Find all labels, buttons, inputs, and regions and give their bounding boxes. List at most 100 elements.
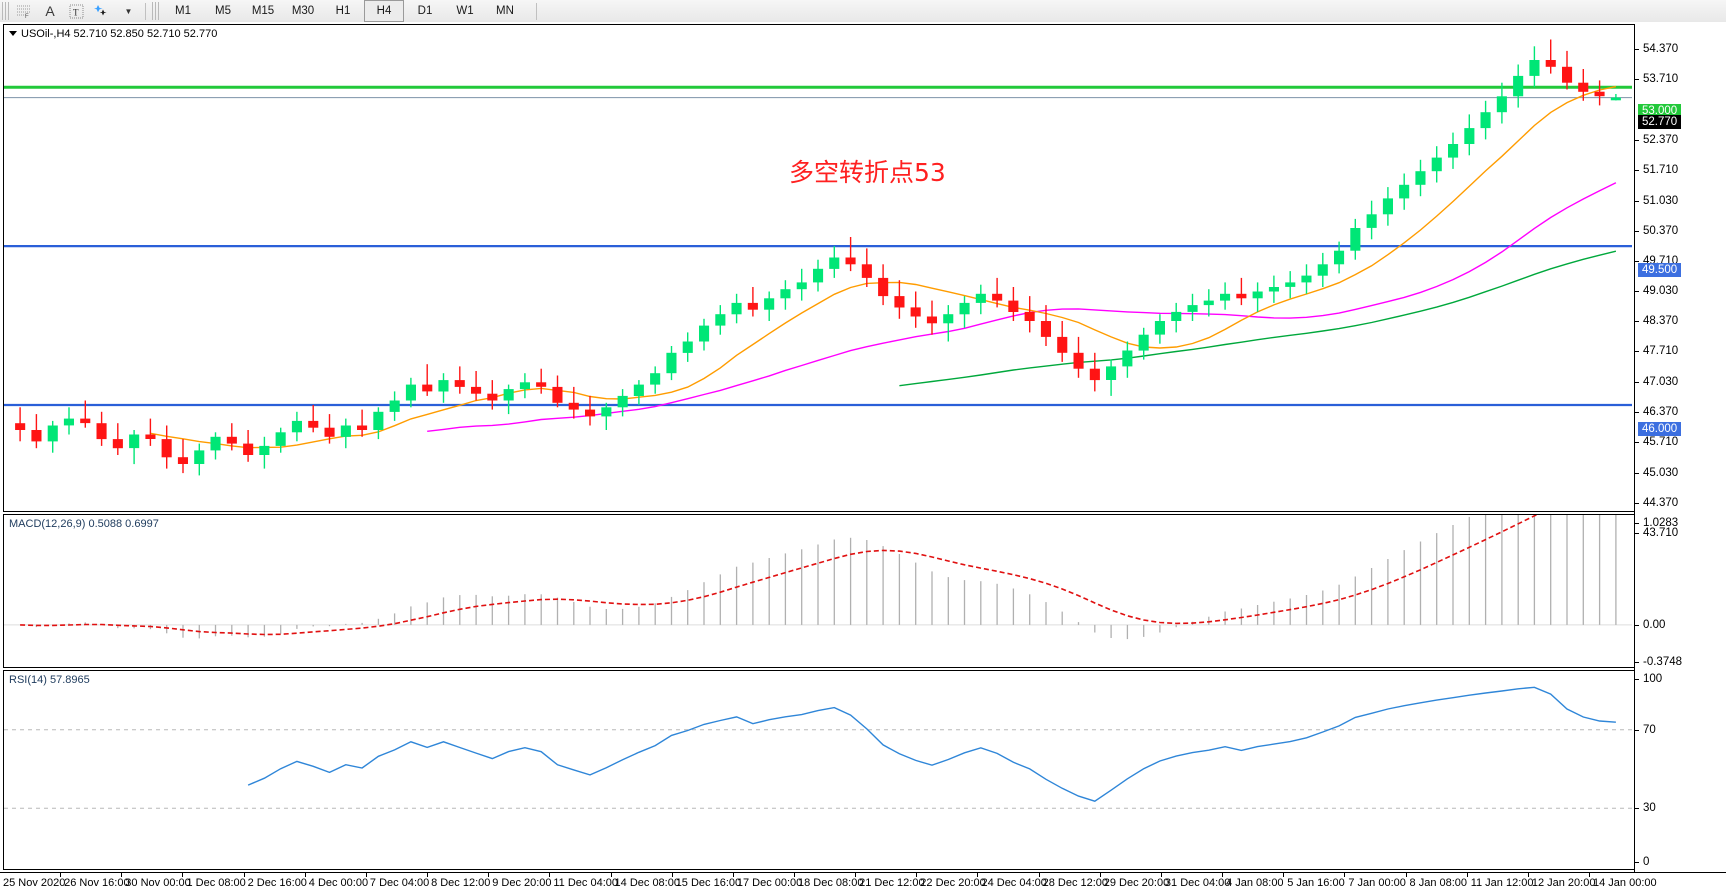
time-tick xyxy=(855,873,857,877)
macd-label: MACD(12,26,9) 0.5088 0.6997 xyxy=(9,518,159,530)
time-tick xyxy=(671,873,673,877)
time-tick xyxy=(916,873,918,877)
price-tick-51.71: 51.710 xyxy=(1643,163,1679,176)
time-tick xyxy=(610,873,612,877)
support-mid-chip[interactable]: 49.500 xyxy=(1638,263,1682,278)
timeframe-w1[interactable]: W1 xyxy=(456,5,474,17)
price-tick-45.71: 45.710 xyxy=(1643,436,1679,449)
time-label: 24 Dec 04:00 xyxy=(981,877,1047,889)
price-tick-43.71: 43.710 xyxy=(1643,527,1679,539)
price-axis[interactable]: 54.370 53.710 52.370 51.710 51.030 50.370 49.7… xyxy=(1634,43,1726,894)
axis-tick xyxy=(1634,382,1639,384)
time-label: 29 Dec 20:00 xyxy=(1103,877,1170,889)
time-tick xyxy=(1589,873,1590,877)
axis-tick xyxy=(1634,533,1639,534)
axis-divider xyxy=(1634,46,1635,894)
price-tick-44.37: 44.370 xyxy=(1643,497,1679,510)
time-label: 17 Dec 00:00 xyxy=(736,877,803,889)
axis-tick xyxy=(1634,808,1639,810)
price-tick-47.71: 47.710 xyxy=(1643,345,1679,358)
axis-tick xyxy=(1634,291,1639,293)
price-tick-50.37: 50.370 xyxy=(1643,224,1679,237)
time-label: 26 Nov 16:00 xyxy=(64,877,130,889)
timeframe-mn[interactable]: MN xyxy=(496,5,514,17)
timeframe-d1[interactable]: D1 xyxy=(417,5,433,17)
rsi-pane[interactable]: RSI(14) 57.8965 xyxy=(3,670,1635,870)
toolbar-divider-2 xyxy=(536,2,537,20)
axis-tick xyxy=(1634,169,1639,171)
time-axis[interactable]: 25 Nov 2020 26 Nov 16:00 30 Nov 00:00 1 Dec… xyxy=(0,872,1726,895)
axis-tick xyxy=(1634,523,1639,524)
price-tick-45.03: 45.030 xyxy=(1643,467,1679,480)
timeframe-h4[interactable]: H4 xyxy=(364,0,404,22)
time-label: 31 Dec 04:00 xyxy=(1164,877,1231,889)
timeframe-m5[interactable]: M5 xyxy=(215,5,231,17)
axis-tick xyxy=(1634,503,1639,505)
axis-tick xyxy=(1634,412,1639,414)
axis-tick xyxy=(1634,49,1639,50)
rsi-tick-70: 70 xyxy=(1643,723,1656,736)
main-toolbar: F A T ▼ M1 M5 M15 M30 H1 H4 D1 W1 MN xyxy=(0,0,1726,23)
price-tick-54.37: 54.370 xyxy=(1643,43,1679,55)
svg-text:F: F xyxy=(25,14,29,19)
timeframe-m15[interactable]: M15 xyxy=(251,5,275,17)
price-tick-52.37: 52.370 xyxy=(1643,133,1679,146)
price-pane[interactable]: USOil-,H4 52.710 52.850 52.710 52.770 多空… xyxy=(3,24,1635,512)
timeframe-group: M1 M5 M15 M30 H1 H4 D1 W1 MN xyxy=(164,0,524,22)
price-tick-48.37: 48.370 xyxy=(1643,315,1679,328)
chevron-down-icon[interactable]: ▼ xyxy=(124,6,133,16)
axis-tick xyxy=(1634,473,1639,475)
rsi-tick-30: 30 xyxy=(1643,802,1656,815)
time-label: 9 Dec 20:00 xyxy=(492,877,552,889)
time-tick xyxy=(1283,873,1285,877)
axis-tick xyxy=(1634,230,1639,232)
rsi-plot xyxy=(4,686,1632,809)
chart-canvas[interactable]: USOil-,H4 52.710 52.850 52.710 52.770 多空… xyxy=(0,22,1726,894)
crosshair-icon[interactable]: F xyxy=(11,1,37,21)
time-tick xyxy=(1466,873,1468,877)
time-tick xyxy=(1038,873,1040,877)
time-tick xyxy=(1527,873,1529,877)
time-tick xyxy=(60,873,62,877)
time-label: 11 Jan 12:00 xyxy=(1470,877,1534,889)
svg-text:T: T xyxy=(73,7,79,17)
objects-icon[interactable] xyxy=(89,1,115,21)
time-label: 30 Nov 00:00 xyxy=(125,877,191,889)
time-label: 2 Dec 16:00 xyxy=(247,877,307,889)
price-plot xyxy=(4,39,1632,476)
last-price-chip[interactable]: 52.770 xyxy=(1638,114,1682,129)
time-label: 5 Jan 16:00 xyxy=(1287,877,1345,889)
toolbar-grip-2[interactable] xyxy=(152,2,160,20)
time-tick xyxy=(243,873,245,877)
time-tick xyxy=(794,873,795,877)
macd-plot xyxy=(4,515,1632,640)
time-label: 1 Dec 08:00 xyxy=(186,877,246,889)
time-tick xyxy=(1344,873,1346,877)
time-label: 15 Dec 16:00 xyxy=(675,877,742,889)
toolbar-grip-1[interactable] xyxy=(2,2,10,20)
text-box-icon[interactable]: T xyxy=(63,1,89,21)
pane-dropdown-icon[interactable] xyxy=(9,30,17,36)
rsi-tick-0: 0 xyxy=(1643,856,1650,868)
axis-tick xyxy=(1634,679,1639,680)
time-tick xyxy=(1222,873,1224,877)
axis-tick xyxy=(1634,662,1639,663)
timeframe-h1[interactable]: H1 xyxy=(335,5,351,17)
time-tick xyxy=(1160,873,1162,877)
axis-tick xyxy=(1634,729,1639,731)
macd-pane[interactable]: MACD(12,26,9) 0.5088 0.6997 xyxy=(3,514,1635,668)
text-label-icon[interactable]: A xyxy=(45,3,55,19)
symbol-quote-label: USOil-,H4 52.710 52.850 52.710 52.770 xyxy=(9,28,217,40)
macd-tick-max: 1.0283 xyxy=(1643,517,1679,529)
timeframe-m1[interactable]: M1 xyxy=(175,5,191,17)
support-low-chip[interactable]: 46.000 xyxy=(1638,422,1682,437)
macd-tick-min: -0.3748 xyxy=(1643,656,1683,668)
time-tick xyxy=(365,873,367,877)
time-tick xyxy=(977,873,979,877)
timeframe-m30[interactable]: M30 xyxy=(291,5,315,17)
time-tick xyxy=(549,873,551,877)
time-label: 8 Dec 12:00 xyxy=(431,877,491,889)
rsi-label: RSI(14) 57.8965 xyxy=(9,674,90,686)
time-label: 28 Dec 12:00 xyxy=(1042,877,1109,889)
axis-tick xyxy=(1634,442,1639,444)
